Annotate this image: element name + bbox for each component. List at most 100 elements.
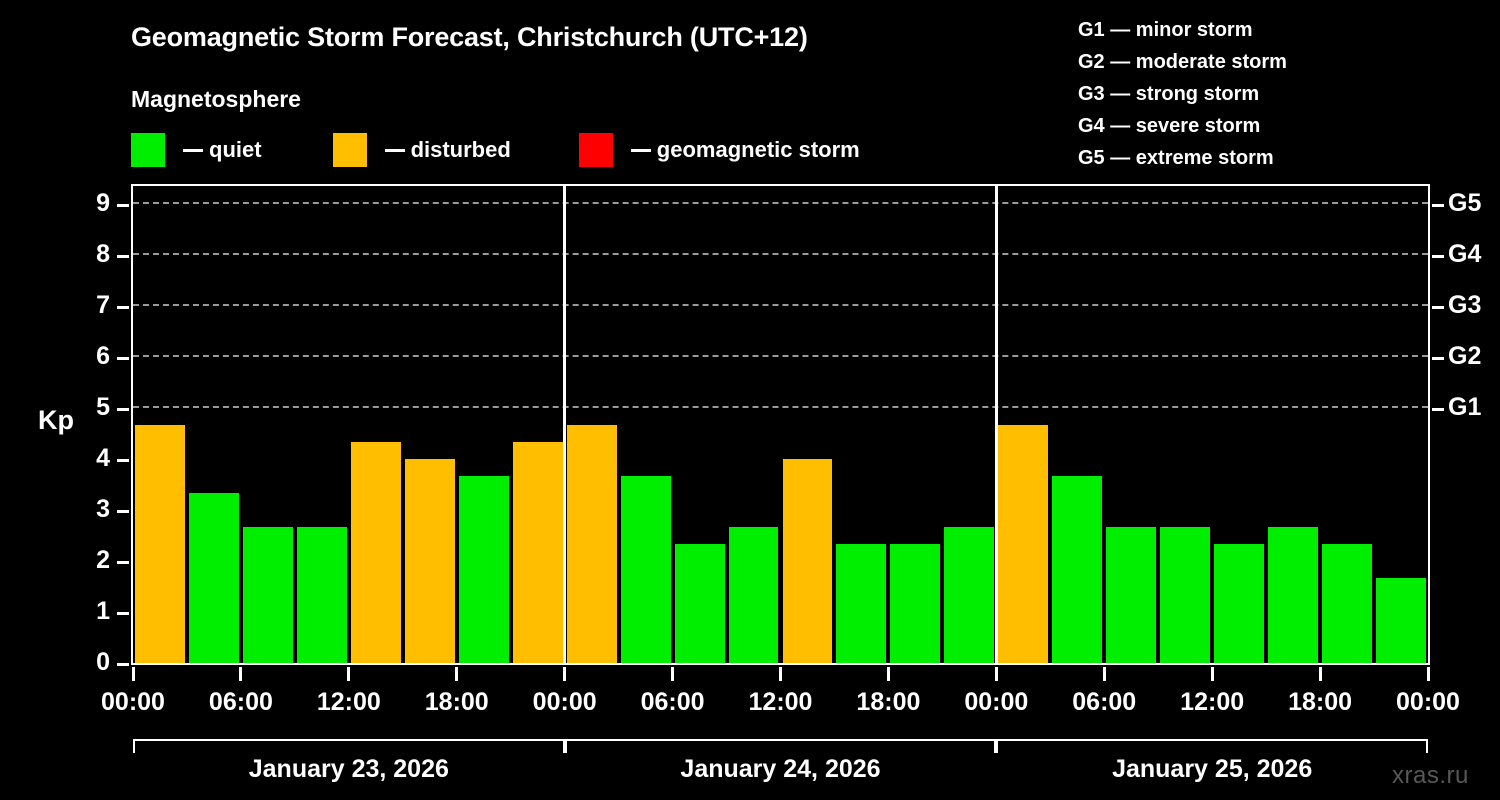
legend-swatch-storm [578, 133, 613, 167]
g-axis-label-g3: G3 [1448, 290, 1482, 319]
y-axis-tick [117, 663, 129, 666]
g-scale-line-g1: G1 — minor storm [1078, 19, 1253, 41]
y-axis-tick [117, 305, 129, 309]
y-axis-label-6: 6 [96, 341, 110, 370]
legend-item-disturbed: disturbed [332, 133, 511, 167]
y-axis-tick [117, 356, 129, 360]
g-scale-line-g2: G2 — moderate storm [1078, 51, 1287, 73]
y-axis-label-9: 9 [96, 188, 110, 217]
bar [512, 442, 563, 663]
legend-dash-icon [384, 148, 405, 152]
x-axis-label: 12:00 [316, 688, 381, 716]
g-scale-line-g3: G3 — strong storm [1078, 83, 1260, 105]
plot-inner [133, 186, 1428, 663]
bar [1052, 475, 1103, 663]
y-axis-tick [117, 407, 129, 411]
legend-heading: Magnetosphere [131, 86, 301, 112]
g-axis-tick [1432, 407, 1444, 411]
bar [782, 458, 833, 663]
y-axis-label-7: 7 [96, 290, 110, 319]
gridline-kp-7 [133, 303, 1428, 306]
y-axis-label-8: 8 [96, 239, 110, 268]
x-axis-tick [455, 667, 459, 681]
g-axis-label-g4: G4 [1448, 239, 1482, 268]
y-axis-title: Kp [38, 405, 74, 435]
x-axis-label: 12:00 [1180, 688, 1245, 716]
x-axis-tick [1426, 667, 1430, 681]
bar [296, 526, 347, 663]
g-axis-label-g5: G5 [1448, 188, 1482, 217]
day-separator [994, 186, 998, 663]
y-axis-tick [117, 458, 129, 462]
legend-dash-icon [630, 148, 651, 152]
x-axis-tick [1318, 667, 1322, 681]
x-axis-label: 18:00 [1288, 688, 1353, 716]
plot-area [131, 184, 1430, 665]
x-axis-label: 00:00 [1396, 688, 1460, 716]
x-axis-tick [347, 667, 351, 681]
bar [135, 424, 185, 663]
x-axis-label: 18:00 [424, 688, 489, 716]
y-axis-tick [117, 611, 129, 615]
day-label: January 24, 2026 [680, 755, 881, 783]
x-axis-tick [1102, 667, 1106, 681]
y-axis-tick [117, 560, 129, 564]
y-axis-tick [117, 509, 129, 513]
day-bracket [133, 739, 565, 753]
g-scale-line-g4: G4 — severe storm [1078, 115, 1261, 137]
bar [998, 424, 1049, 663]
legend-dash-icon [183, 148, 203, 152]
x-axis-label: 00:00 [532, 688, 597, 716]
y-axis-tick [117, 254, 129, 258]
legend-swatch-disturbed [332, 133, 367, 167]
bar [674, 544, 725, 663]
page-title: Geomagnetic Storm Forecast, Christchurch… [131, 22, 808, 52]
bar [836, 544, 887, 663]
bar [1160, 526, 1211, 663]
x-axis-tick [671, 667, 675, 681]
x-axis-tick [131, 667, 135, 681]
gridline-kp-5 [133, 405, 1428, 408]
x-axis-tick [563, 667, 567, 681]
legend-item-storm: geomagnetic storm [578, 133, 860, 167]
x-axis-tick [994, 667, 998, 681]
bar [890, 544, 941, 663]
bar [1322, 544, 1373, 663]
y-axis-tick [117, 203, 129, 207]
x-axis-label: 00:00 [101, 688, 165, 716]
bar [404, 458, 455, 663]
x-axis-label: 12:00 [748, 688, 813, 716]
g-axis-label-g2: G2 [1448, 341, 1482, 370]
bar [1106, 526, 1157, 663]
y-axis-label-0: 0 [96, 648, 110, 676]
watermark: xras.ru [1392, 762, 1469, 789]
y-axis-label-5: 5 [96, 392, 110, 421]
legend-label-disturbed: disturbed [410, 137, 511, 162]
legend-label-quiet: quiet [209, 137, 262, 162]
g-axis-tick [1432, 203, 1444, 207]
x-axis-label: 06:00 [1072, 688, 1137, 716]
day-bracket [564, 739, 997, 753]
legend-swatch-quiet [131, 133, 165, 167]
bar [188, 493, 239, 663]
y-axis-label-3: 3 [96, 494, 110, 523]
y-axis-label-2: 2 [96, 545, 110, 574]
y-axis-label-1: 1 [96, 596, 110, 625]
g-scale-legend: G1 — minor storm G2 — moderate storm G3 … [1078, 14, 1287, 174]
x-axis-label: 18:00 [856, 688, 921, 716]
bar [1214, 544, 1265, 663]
g-axis-tick [1432, 305, 1444, 309]
x-axis-label: 06:00 [208, 688, 273, 716]
bar [944, 526, 995, 663]
x-axis-tick [779, 667, 782, 681]
bar [1376, 577, 1426, 663]
y-axis-label-4: 4 [96, 443, 110, 472]
x-axis-label: 00:00 [964, 688, 1029, 716]
g-axis-tick [1432, 254, 1444, 258]
x-axis-label: 06:00 [640, 688, 705, 716]
x-axis-tick [1210, 667, 1214, 681]
x-axis-tick [239, 667, 243, 681]
legend-label-storm: geomagnetic storm [656, 137, 860, 162]
bar [242, 526, 293, 663]
